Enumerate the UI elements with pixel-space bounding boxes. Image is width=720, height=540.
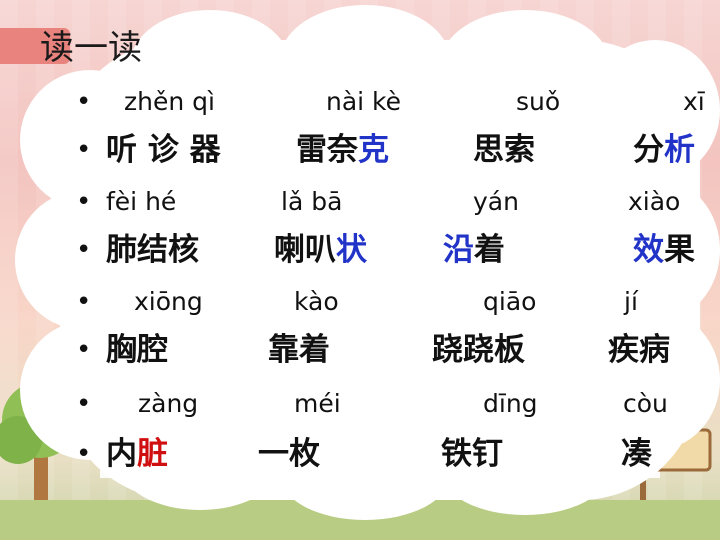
pinyin-text: lǎ bā [281, 187, 343, 216]
pinyin-text: nài kè [326, 87, 402, 116]
hanzi-row: • 肺结核 喇叭状 沿着 效果 [76, 226, 716, 276]
hanzi-word: 疾病 [608, 326, 670, 374]
hanzi-word: 沿着 [443, 226, 505, 274]
word-part: 铁钉 [441, 436, 503, 472]
hanzi-word: 肺结核 [106, 226, 199, 274]
hanzi-word: 喇叭状 [274, 226, 367, 274]
hanzi-word: 靠着 [268, 326, 330, 374]
hanzi-row: • 听 诊 器 雷奈克 思索 分析 [76, 126, 716, 176]
pinyin-text: dīng [483, 389, 538, 418]
pinyin-row: • zhěn qì nài kè suǒ xī [76, 78, 716, 128]
word-part: 喇叭 [274, 232, 336, 268]
pinyin-row: • zàng méi dīng còu [76, 380, 716, 430]
hanzi-row: • 内脏 一枚 铁钉 凑 [76, 430, 716, 480]
pinyin-text: xī [683, 87, 705, 116]
bullet: • [76, 187, 92, 217]
pinyin-text: jí [624, 287, 638, 316]
word-part: 一枚 [258, 436, 320, 472]
pinyin-text: fèi hé [106, 187, 177, 216]
word-part: 靠着 [268, 332, 330, 368]
pinyin-text: còu [623, 389, 668, 418]
word-part: 肺结核 [106, 232, 199, 268]
word-part: 雷奈 [296, 132, 358, 168]
bullet: • [76, 135, 92, 165]
pinyin-text: zàng [138, 389, 199, 418]
word-part: 分 [633, 132, 664, 168]
sign-post [640, 450, 646, 530]
hanzi-word: 听 诊 器 [106, 126, 221, 174]
word-part: 内 [106, 436, 137, 472]
bullet: • [76, 287, 92, 317]
hanzi-row: • 胸腔 靠着 跷跷板 疾病 [76, 326, 716, 376]
highlighted-character: 克 [358, 132, 389, 168]
pinyin-text: xiào [628, 187, 681, 216]
title-accent-tab [0, 28, 70, 64]
pinyin-text: méi [294, 389, 341, 418]
word-part: 跷跷板 [432, 332, 525, 368]
highlighted-character: 状 [336, 232, 367, 268]
hanzi-word: 雷奈克 [296, 126, 389, 174]
bullet: • [76, 87, 92, 117]
hanzi-word: 分析 [633, 126, 695, 174]
word-part: 果 [664, 232, 695, 268]
pinyin-text: suǒ [516, 87, 561, 116]
pinyin-text: yán [473, 187, 519, 216]
pinyin-text: xiōng [134, 287, 203, 316]
bullet: • [76, 235, 92, 265]
highlighted-character: 沿 [443, 232, 474, 268]
word-part: 听 诊 器 [106, 132, 221, 168]
word-part: 凑 [621, 436, 652, 472]
bullet: • [76, 335, 92, 365]
word-part: 着 [474, 232, 505, 268]
hanzi-word: 效果 [633, 226, 695, 274]
hanzi-word: 凑 [621, 430, 652, 478]
highlighted-character: 脏 [137, 436, 168, 472]
pinyin-row: • xiōng kào qiāo jí [76, 278, 716, 328]
pinyin-row: • fèi hé lǎ bā yán xiào [76, 178, 716, 228]
word-part: 思索 [473, 132, 535, 168]
hanzi-word: 内脏 [106, 430, 168, 478]
pinyin-text: zhěn qì [124, 87, 215, 116]
pinyin-text: kào [294, 287, 339, 316]
pinyin-text: qiāo [483, 287, 537, 316]
hanzi-word: 思索 [473, 126, 535, 174]
bullet: • [76, 439, 92, 469]
bullet: • [76, 389, 92, 419]
hanzi-word: 一枚 [258, 430, 320, 478]
page-title: 读一读 [40, 28, 142, 68]
highlighted-character: 析 [664, 132, 695, 168]
word-part: 胸腔 [106, 332, 168, 368]
word-part: 疾病 [608, 332, 670, 368]
hanzi-word: 跷跷板 [432, 326, 525, 374]
highlighted-character: 效 [633, 232, 664, 268]
hanzi-word: 铁钉 [441, 430, 503, 478]
hanzi-word: 胸腔 [106, 326, 168, 374]
